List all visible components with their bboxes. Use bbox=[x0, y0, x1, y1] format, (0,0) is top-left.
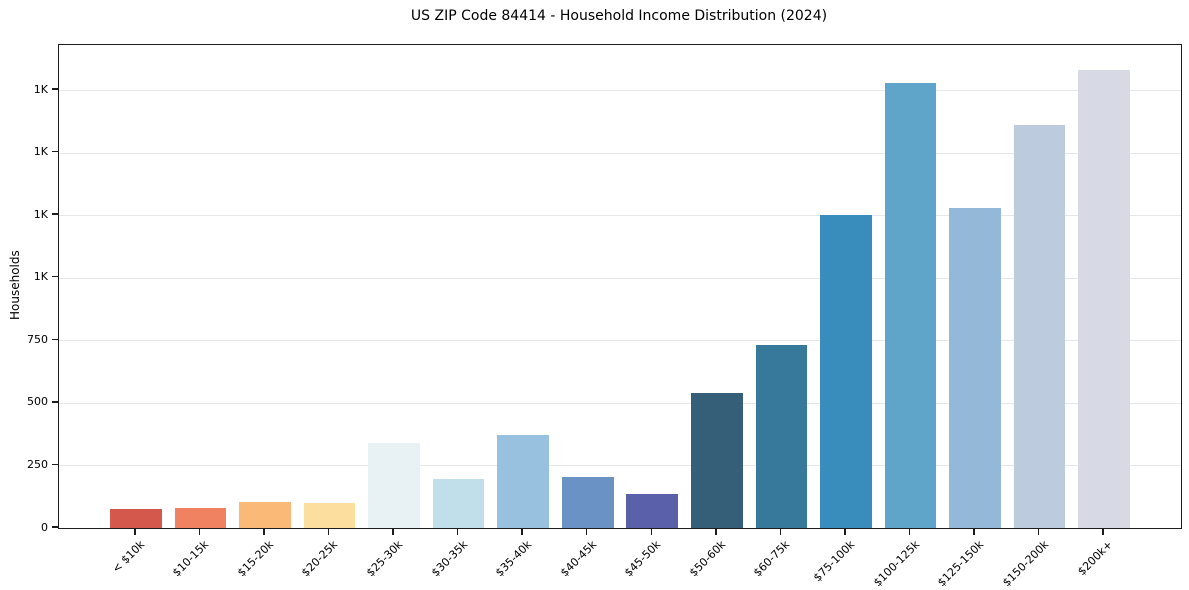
bar-13 bbox=[884, 82, 937, 528]
x-tick-mark bbox=[1102, 528, 1104, 535]
y-tick-label: 1K bbox=[33, 82, 48, 96]
y-tick-mark bbox=[52, 526, 58, 528]
gridline bbox=[59, 340, 1181, 342]
y-tick-label: 750 bbox=[27, 332, 48, 346]
x-tick-mark bbox=[327, 528, 330, 535]
x-tick-mark bbox=[650, 528, 653, 535]
x-tick-mark bbox=[392, 528, 394, 535]
y-axis-label: Households bbox=[8, 250, 22, 320]
x-tick-mark bbox=[1037, 528, 1040, 535]
y-tick-mark bbox=[52, 463, 58, 466]
y-tick-mark bbox=[52, 338, 58, 341]
x-tick-mark bbox=[779, 528, 782, 535]
x-tick-mark bbox=[263, 528, 265, 535]
y-tick-mark bbox=[52, 88, 58, 90]
y-tick-mark bbox=[52, 150, 58, 153]
bar-15 bbox=[1013, 125, 1066, 528]
bar-8 bbox=[561, 476, 614, 528]
gridline bbox=[59, 215, 1181, 217]
bar-10 bbox=[691, 392, 743, 528]
y-tick-label: 500 bbox=[27, 395, 48, 409]
y-tick-mark bbox=[52, 401, 58, 403]
y-tick-label: 1K bbox=[33, 145, 48, 159]
x-tick-mark bbox=[844, 528, 846, 535]
bar-14 bbox=[949, 207, 1001, 528]
bar-1 bbox=[110, 509, 162, 528]
gridline bbox=[59, 152, 1181, 154]
x-tick-mark bbox=[134, 528, 136, 535]
bar-7 bbox=[497, 435, 549, 528]
bar-11 bbox=[755, 345, 808, 528]
y-tick-label: 1K bbox=[33, 207, 48, 221]
x-tick-mark bbox=[198, 528, 201, 535]
x-tick-mark bbox=[908, 528, 911, 535]
bar-2 bbox=[174, 507, 227, 528]
x-tick-mark bbox=[973, 528, 975, 535]
x-tick-mark bbox=[715, 528, 717, 535]
gridline bbox=[59, 465, 1181, 467]
bar-9 bbox=[626, 494, 679, 528]
x-tick-label: < $10k bbox=[109, 538, 148, 576]
chart-title: US ZIP Code 84414 - Household Income Dis… bbox=[410, 8, 828, 24]
bar-5 bbox=[368, 442, 420, 528]
plot-area bbox=[58, 44, 1182, 529]
x-tick-mark bbox=[585, 528, 588, 535]
x-tick-mark bbox=[521, 528, 523, 535]
bar-4 bbox=[303, 502, 356, 528]
y-tick-label: 1K bbox=[33, 270, 48, 284]
x-tick-mark bbox=[456, 528, 459, 535]
y-tick-mark bbox=[52, 213, 58, 215]
gridline bbox=[59, 90, 1181, 92]
bar-3 bbox=[239, 501, 291, 528]
bar-16 bbox=[1078, 70, 1130, 528]
gridline bbox=[59, 402, 1181, 404]
gridline bbox=[59, 277, 1181, 279]
y-tick-mark bbox=[52, 275, 58, 278]
y-tick-label: 0 bbox=[41, 520, 48, 534]
y-tick-label: 250 bbox=[27, 457, 48, 471]
bar-12 bbox=[820, 215, 872, 528]
bar-6 bbox=[432, 479, 485, 528]
